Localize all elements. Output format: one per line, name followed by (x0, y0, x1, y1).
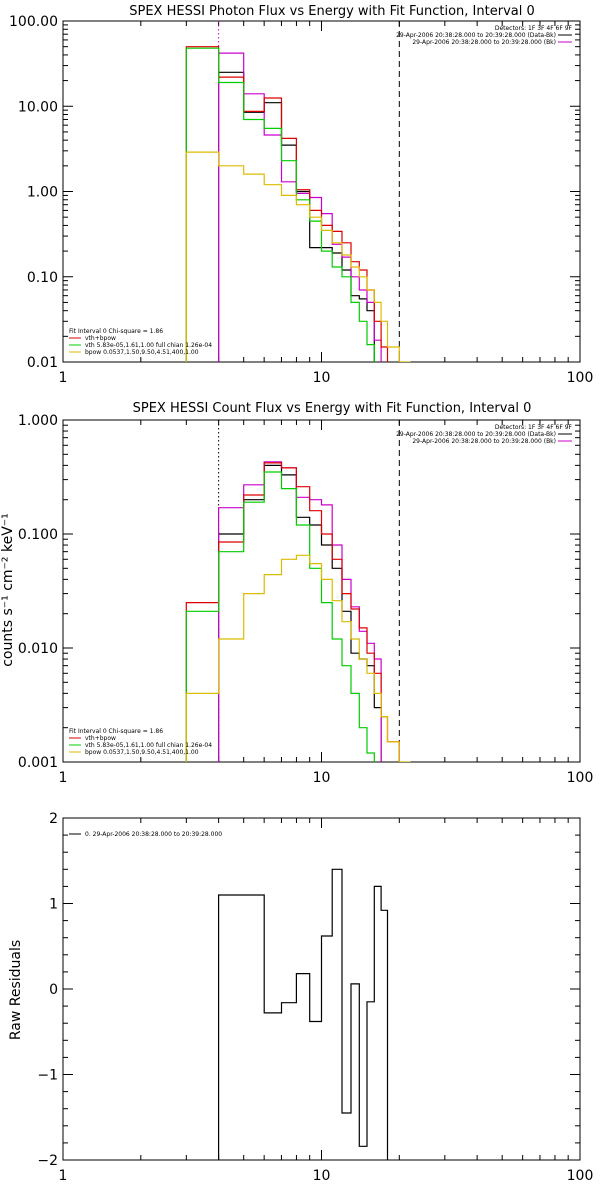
x-tick-label: 10 (313, 1168, 331, 1184)
series-step-line (185, 462, 400, 762)
legend-left-entry: vth+bpow (85, 335, 116, 342)
x-tick-label: 100 (567, 370, 594, 386)
series-step-line (218, 461, 382, 762)
legend-left-entry: vth 5.83e-05,1.61,1.00 full chian 1.26e-… (85, 342, 212, 349)
photon-flux-panel: SPEX HESSI Photon Flux vs Energy with Fi… (9, 4, 594, 386)
y-tick-label: 10.00 (18, 99, 58, 115)
photon-flux-title: SPEX HESSI Photon Flux vs Energy with Fi… (129, 4, 535, 19)
series-step-line (185, 554, 411, 762)
legend-left-entry: bpow 0.0537,1.50,9.50,4.51,400,1.00 (85, 749, 199, 756)
legend-left-entry: vth 5.83e-05,1.61,1.00 full chian 1.26e-… (85, 742, 212, 749)
legend-right-entry: 29-Apr-2006 20:38:28.000 to 20:39:28.000… (412, 438, 556, 445)
y-tick-label: 2 (49, 811, 58, 827)
y-tick-label: 1 (49, 897, 58, 913)
x-tick-label: 10 (313, 770, 331, 786)
y-tick-label: −1 (37, 1068, 58, 1084)
legend-left-entry: Fit Interval 0 Chi-square = 1.86 (69, 328, 163, 335)
legend-left-entry: vth+bpow (85, 735, 116, 742)
legend-right-entry: Detectors: 1F 3F 4F 6F 9F (495, 424, 573, 431)
x-tick-label: 100 (567, 770, 594, 786)
legend-right-entry: 29-Apr-2006 20:38:28.000 to 20:39:28.000… (396, 431, 556, 438)
residuals-y-axis-label: Raw Residuals (8, 940, 24, 1040)
y-tick-label: 0.001 (18, 755, 58, 771)
y-tick-label: 0 (49, 982, 58, 998)
count-flux-title: SPEX HESSI Count Flux vs Energy with Fit… (133, 401, 532, 416)
legend-right-entry: 29-Apr-2006 20:38:28.000 to 20:39:28.000… (396, 32, 556, 39)
legend-left-entry: bpow 0.0537,1.50,9.50,4.51,400,1.00 (85, 349, 199, 356)
series-step-line (218, 52, 382, 362)
legend-left-entry: 0. 29-Apr-2006 20:38:28.000 to 20:39:28.… (85, 831, 222, 838)
count-flux-panel: SPEX HESSI Count Flux vs Energy with Fit… (0, 401, 594, 786)
x-tick-label: 1 (59, 1168, 68, 1184)
y-tick-label: 100.00 (9, 14, 58, 30)
legend-left-entry: Fit Interval 0 Chi-square = 1.86 (69, 728, 163, 735)
series-step-line (218, 868, 389, 1160)
series-step-line (218, 71, 375, 362)
x-tick-label: 100 (567, 1168, 594, 1184)
series-step-line (218, 464, 382, 762)
y-tick-label: 0.01 (27, 355, 58, 371)
residuals-panel: Raw Residuals −2 −1 0 1 2 1 10 100 0. 29-Apr-200… (8, 811, 593, 1184)
count-flux-y-axis-label: counts s⁻¹ cm⁻² keV⁻¹ (0, 513, 16, 667)
x-tick-label: 1 (59, 370, 68, 386)
series-step-line (185, 471, 375, 762)
series-step-line (185, 46, 389, 362)
x-tick-label: 1 (59, 770, 68, 786)
x-tick-label: 10 (313, 370, 331, 386)
series-step-line (185, 47, 375, 362)
y-tick-label: 0.100 (18, 527, 58, 543)
y-tick-label: 1.00 (27, 185, 58, 201)
series-step-line (185, 151, 411, 362)
y-tick-label: −2 (37, 1153, 58, 1169)
legend-right-entry: Detectors: 1F 3F 4F 6F 9F (495, 25, 573, 32)
plot-frame (62, 20, 581, 363)
legend-right-entry: 29-Apr-2006 20:38:28.000 to 20:39:28.000… (412, 39, 556, 46)
y-tick-label: 1.000 (18, 413, 58, 429)
y-tick-label: 0.10 (27, 270, 58, 286)
y-tick-label: 0.010 (18, 641, 58, 657)
